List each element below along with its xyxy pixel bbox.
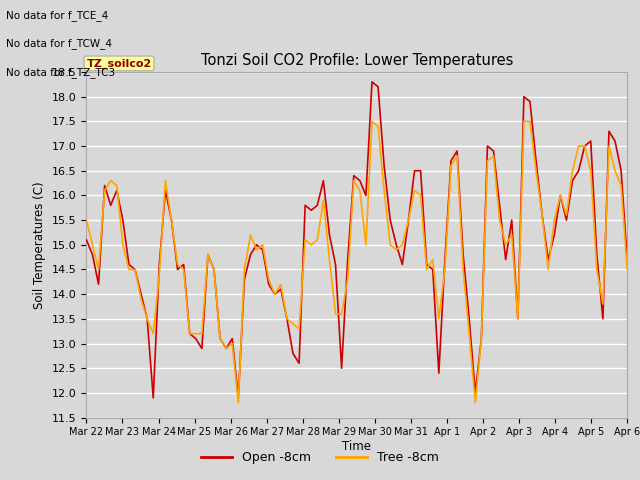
Y-axis label: Soil Temperatures (C): Soil Temperatures (C) — [33, 181, 46, 309]
Text: No data for f_TCW_4: No data for f_TCW_4 — [6, 38, 113, 49]
X-axis label: Time: Time — [342, 440, 371, 453]
Title: Tonzi Soil CO2 Profile: Lower Temperatures: Tonzi Soil CO2 Profile: Lower Temperatur… — [200, 53, 513, 68]
Text: No data for f_TCE_4: No data for f_TCE_4 — [6, 10, 109, 21]
Legend: Open -8cm, Tree -8cm: Open -8cm, Tree -8cm — [196, 446, 444, 469]
Text: TZ_soilco2: TZ_soilco2 — [86, 58, 152, 69]
Text: No data for f_TZ_TC3: No data for f_TZ_TC3 — [6, 67, 116, 78]
